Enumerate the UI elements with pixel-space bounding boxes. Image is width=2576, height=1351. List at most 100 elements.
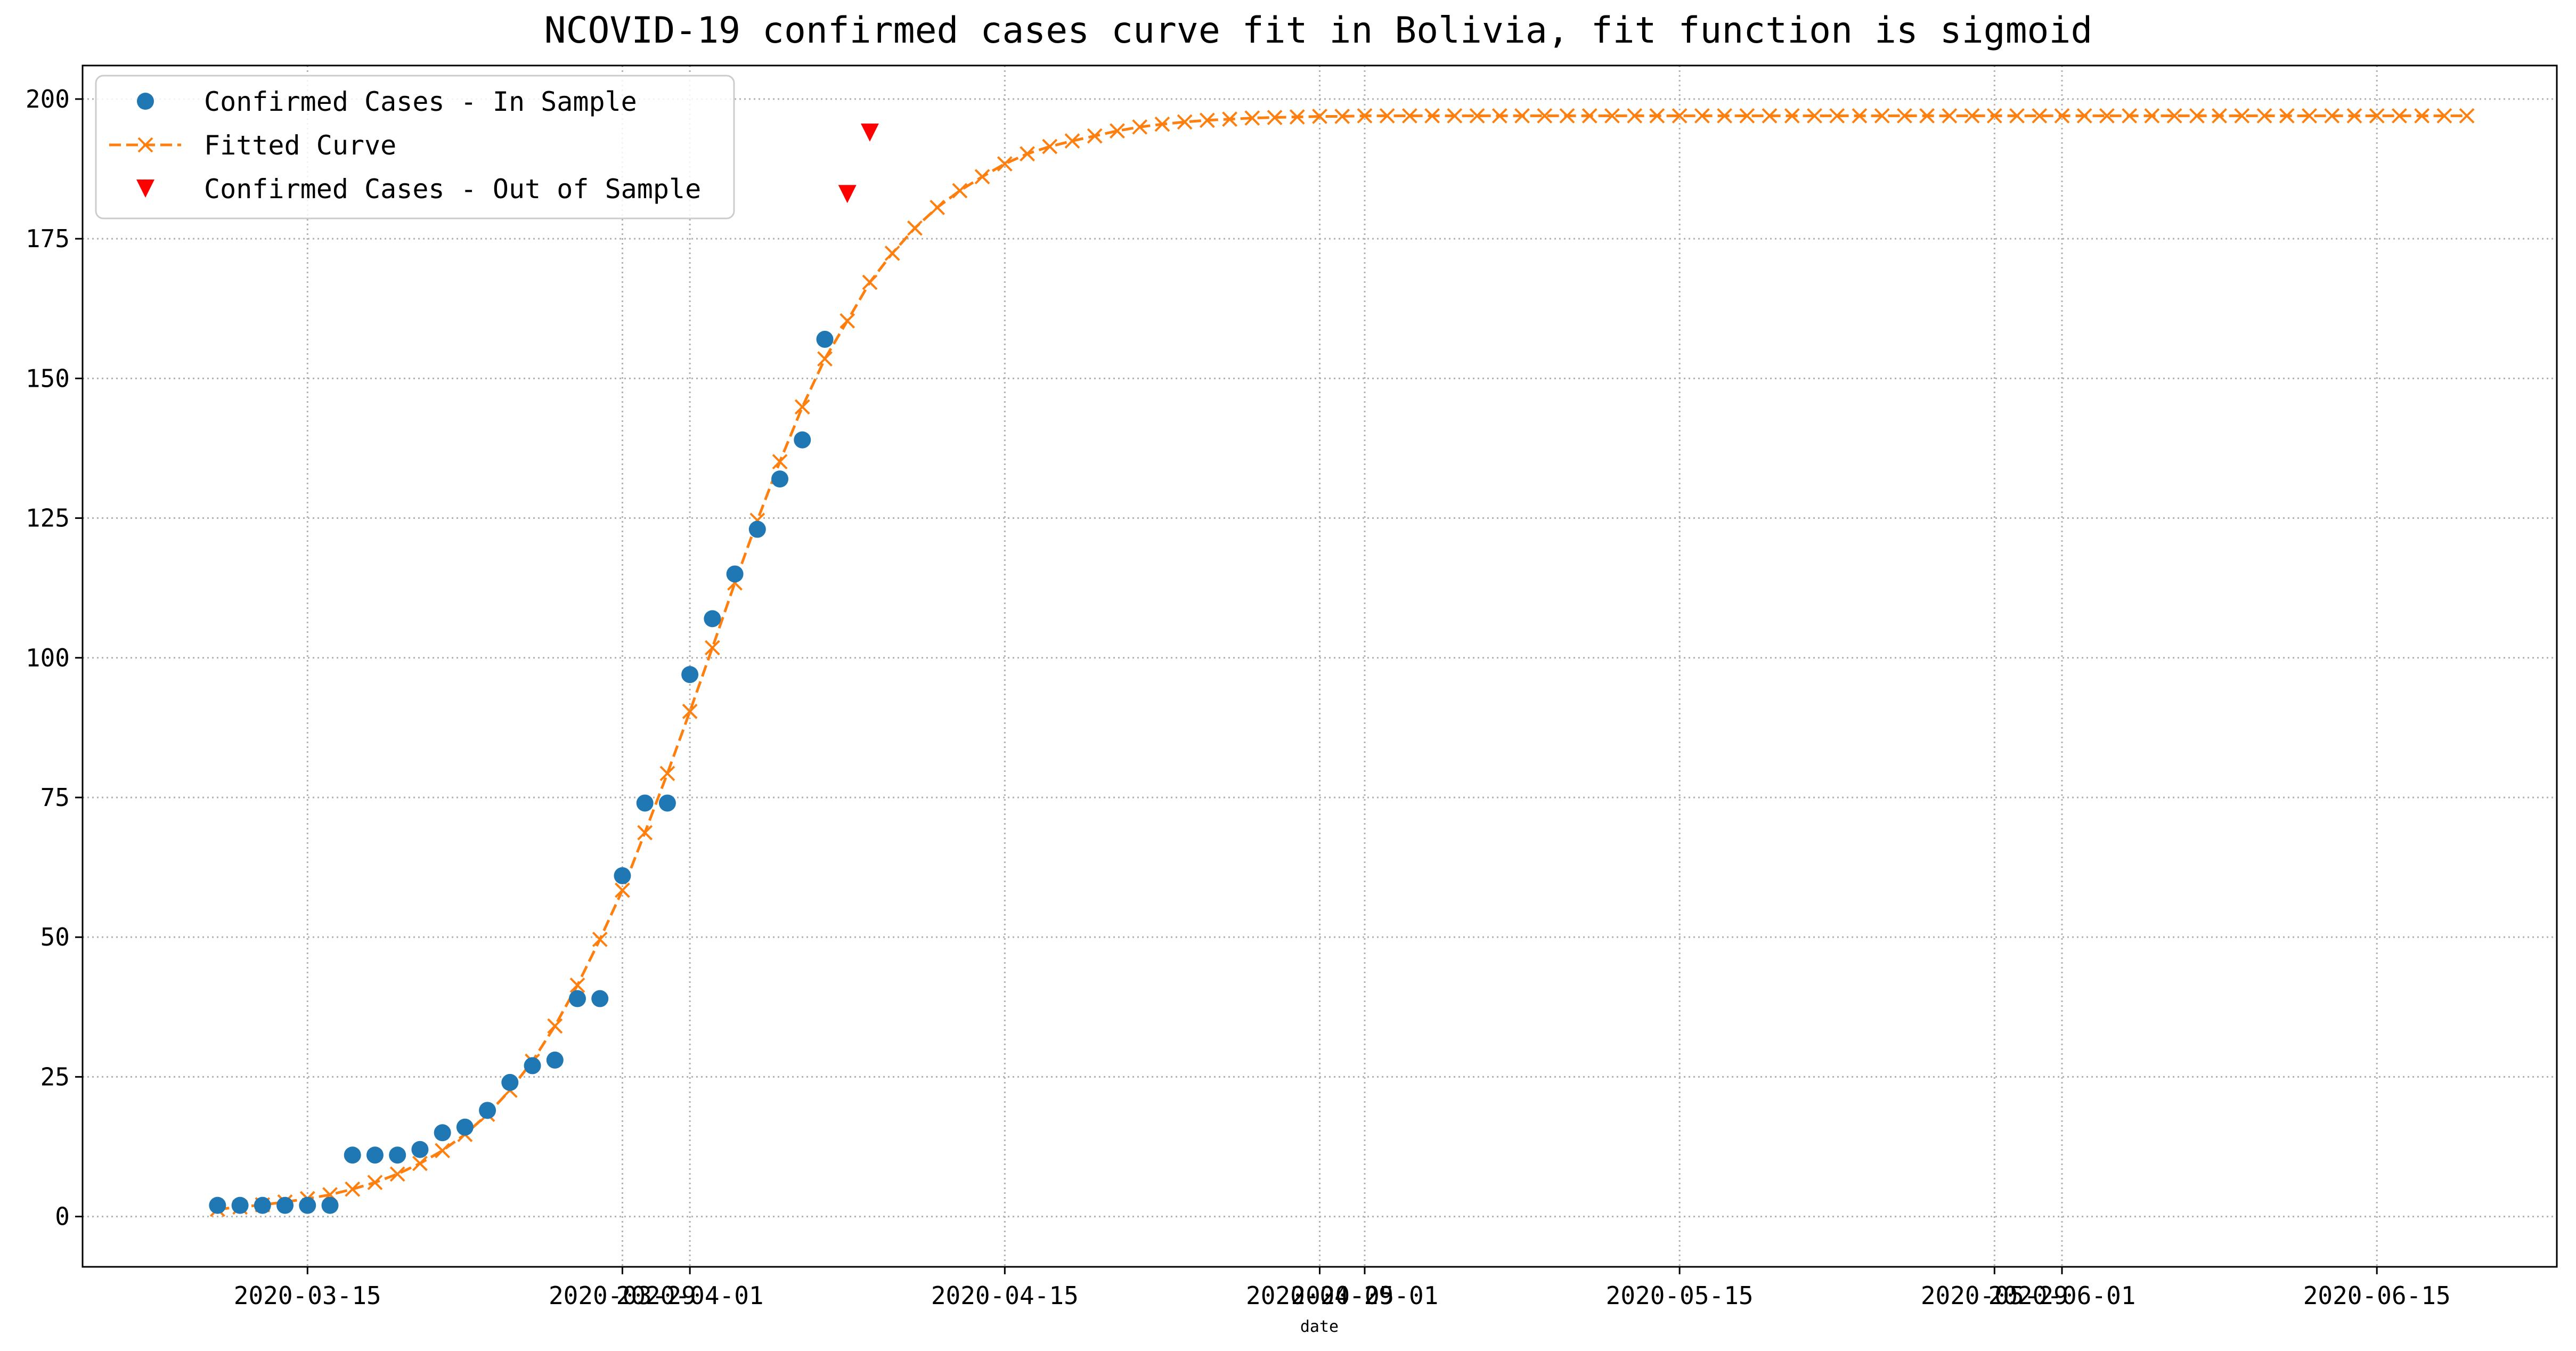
- fitted-curve-marker: [637, 825, 653, 841]
- fitted-curve-marker: [1491, 108, 1507, 124]
- fitted-curve-marker: [772, 454, 788, 470]
- fitted-curve-marker: [1267, 110, 1283, 125]
- in-sample-point: [726, 565, 744, 583]
- fitted-curve-marker: [1042, 139, 1058, 154]
- x-axis-label: date: [1300, 1317, 1339, 1336]
- in-sample-point: [546, 1051, 564, 1069]
- fitted-curve-marker: [1986, 108, 2002, 124]
- fitted-curve-marker: [1627, 108, 1643, 124]
- in-sample-point: [434, 1124, 451, 1142]
- fitted-curve-marker: [389, 1166, 405, 1182]
- fitted-curve-marker: [2032, 108, 2048, 124]
- in-sample-point: [299, 1197, 316, 1214]
- legend-marker-in-sample: [137, 93, 154, 110]
- fitted-curve-marker: [1312, 109, 1327, 124]
- fitted-curve-marker: [412, 1155, 428, 1171]
- x-tick-label: 2020-05-29: [1921, 1281, 2068, 1310]
- fitted-curve-marker: [2009, 108, 2025, 124]
- fitted-curve-marker: [1357, 108, 1373, 124]
- in-sample-point: [209, 1197, 226, 1214]
- fitted-curve-marker: [682, 704, 698, 719]
- fitted-curve-marker: [2212, 108, 2228, 124]
- fitted-curve-marker: [2391, 108, 2407, 124]
- x-tick-label: 2020-03-29: [549, 1281, 696, 1310]
- y-tick-label: 150: [26, 364, 70, 393]
- in-sample-point: [569, 990, 586, 1007]
- y-tick-label: 200: [26, 85, 70, 113]
- fitted-curve-marker: [884, 245, 900, 261]
- fitted-curve-marker: [1694, 108, 1710, 124]
- x-tick-label: 2020-04-15: [931, 1281, 1079, 1310]
- in-sample-point: [411, 1141, 429, 1158]
- fitted-curve-marker: [1064, 133, 1080, 149]
- fitted-curve-marker: [1807, 108, 1822, 124]
- in-sample-point: [321, 1197, 339, 1214]
- fitted-curve-marker: [367, 1175, 383, 1191]
- in-sample-point: [231, 1197, 249, 1214]
- fitted-curve-marker: [1896, 108, 1912, 124]
- in-sample-point: [389, 1146, 406, 1164]
- in-sample-point: [456, 1118, 474, 1136]
- series-layer: [209, 108, 2475, 1217]
- fitted-curve-marker: [345, 1181, 361, 1197]
- fitted-curve-marker: [435, 1143, 451, 1159]
- fitted-curve-marker: [1829, 108, 1845, 124]
- in-sample-point: [591, 990, 609, 1007]
- out-of-sample-point: [860, 123, 879, 142]
- fitted-curve-marker: [2076, 108, 2092, 124]
- fitted-curve-marker: [2256, 108, 2272, 124]
- x-tick-label: 2020-05-15: [1606, 1281, 1754, 1310]
- in-sample-point: [254, 1197, 271, 1214]
- in-sample-point: [344, 1146, 361, 1164]
- fitted-curve-marker: [592, 931, 608, 947]
- fitted-curve-marker: [1177, 114, 1193, 130]
- fitted-curve-marker: [2302, 108, 2317, 124]
- fitted-curve-marker: [1582, 108, 1597, 124]
- fitted-curve-marker: [2189, 108, 2205, 124]
- fitted-curve-marker: [817, 351, 833, 367]
- fitted-curve-marker: [1087, 128, 1103, 144]
- fitted-curve-marker: [2324, 108, 2340, 124]
- fitted-curve-marker: [704, 640, 720, 656]
- fitted-curve-marker: [1334, 109, 1350, 124]
- in-sample-point: [501, 1073, 519, 1091]
- fitted-curve-marker: [2166, 108, 2182, 124]
- fitted-curve-marker: [2459, 108, 2475, 124]
- in-sample-point: [636, 794, 654, 812]
- fitted-curve-marker: [1942, 108, 1958, 124]
- in-sample-point: [614, 867, 631, 884]
- fitted-curve-marker: [2234, 108, 2250, 124]
- fitted-curve-marker: [1514, 108, 1530, 124]
- fitted-curve-marker: [839, 313, 855, 329]
- fitted-curve-marker: [2369, 108, 2385, 124]
- fitted-curve-marker: [2346, 108, 2362, 124]
- fitted-curve-marker: [1874, 108, 1890, 124]
- legend: Confirmed Cases - In Sample Fitted Curve C…: [95, 75, 735, 219]
- legend-box: [95, 75, 735, 219]
- fitted-curve-marker: [659, 766, 675, 782]
- in-sample-point: [658, 794, 676, 812]
- y-tick-label: 75: [40, 783, 70, 812]
- fitted-curve-marker: [794, 399, 810, 415]
- fitted-curve-marker: [952, 183, 968, 199]
- in-sample-point: [816, 330, 834, 348]
- legend-label: Confirmed Cases - Out of Sample: [204, 174, 701, 205]
- fitted-curve-marker: [1739, 108, 1755, 124]
- legend-label: Fitted Curve: [204, 130, 396, 161]
- x-tick-label: 2020-03-15: [234, 1281, 381, 1310]
- fitted-curve-marker: [1447, 108, 1463, 124]
- fitted-curve-marker: [1649, 108, 1665, 124]
- fitted-curve-marker: [1919, 108, 1935, 124]
- fitted-curve-marker: [1672, 108, 1688, 124]
- fitted-curve-marker: [1110, 123, 1125, 139]
- fitted-curve-marker: [1537, 108, 1553, 124]
- x-tick-label: 2020-04-29: [1246, 1281, 1393, 1310]
- fitted-curve-marker: [930, 199, 945, 215]
- fitted-curve-marker: [1222, 111, 1238, 127]
- fitted-curve-marker: [1469, 108, 1485, 124]
- fitted-curve-marker: [1154, 116, 1170, 132]
- y-tick-label: 175: [26, 224, 70, 253]
- y-tick-label: 25: [40, 1062, 70, 1091]
- fitted-curve-marker: [1852, 108, 1868, 124]
